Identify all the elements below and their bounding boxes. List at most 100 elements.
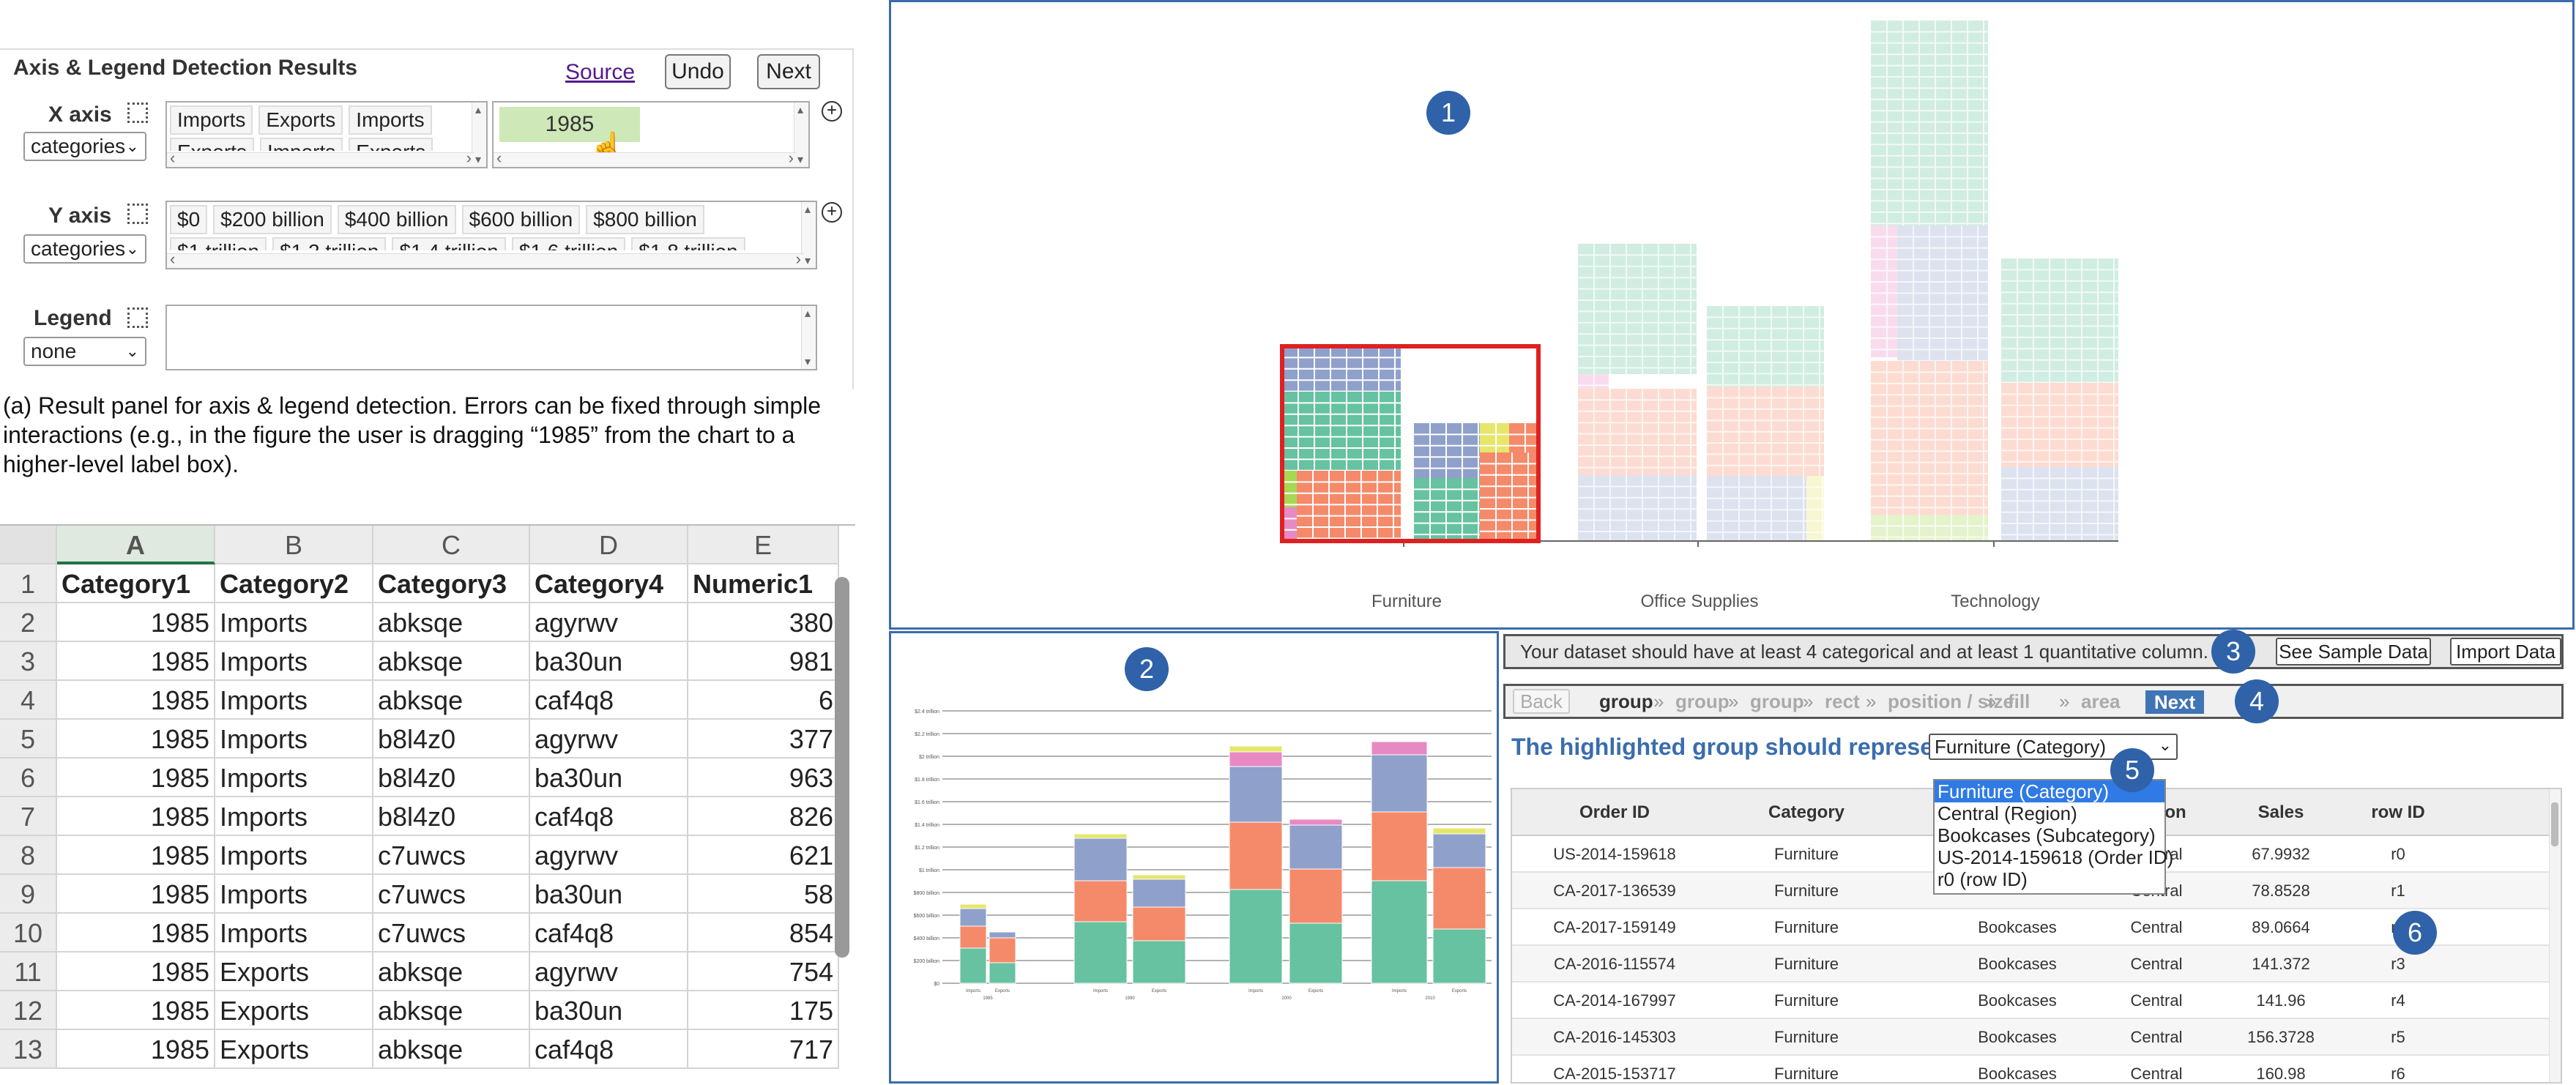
table-row[interactable]: CA-2017-159149 Furniture Bookcases Central 8… [1512,909,2552,946]
sheet-cell[interactable]: caf4q8 [530,797,688,836]
sheet-cell[interactable]: 717 [688,1030,839,1069]
sheet-cell[interactable]: Imports [215,720,373,758]
sheet-cell[interactable]: Category2 [215,564,373,603]
step-group[interactable]: group [1675,690,1730,712]
column-header-c[interactable]: C [373,526,530,564]
axis-label-chip[interactable]: Exports [258,105,343,135]
sheet-cell[interactable]: Imports [215,836,373,875]
next-button[interactable]: Next [757,54,820,89]
axis-label-chip[interactable]: Imports [349,105,432,135]
sheet-cell[interactable]: 1985 [57,603,215,642]
sheet-cell[interactable]: b8l4z0 [373,797,530,836]
sheet-cell[interactable]: c7uwcs [373,875,530,914]
table-row[interactable]: CA-2016-145303 Furniture Bookcases Central 1… [1512,1019,2552,1056]
sheet-cell[interactable]: abksqe [373,952,530,991]
scrollbar-horizontal[interactable] [494,149,797,167]
scrollbar-horizontal[interactable] [167,149,474,167]
sheet-corner[interactable] [0,526,57,564]
sheet-cell[interactable]: agyrwv [530,952,688,991]
sheet-cell[interactable]: 963 [688,758,839,797]
sheet-cell[interactable]: Category3 [373,564,530,603]
treemap-block[interactable] [1871,20,1988,225]
sheet-cell[interactable]: abksqe [373,642,530,681]
column-header[interactable]: Category [1768,802,1845,822]
column-header-d[interactable]: D [530,526,688,564]
sheet-cell[interactable]: agyrwv [530,836,688,875]
source-link[interactable]: Source [565,60,636,84]
axis-label-chip[interactable]: Exports [170,138,254,151]
sheet-cell[interactable]: b8l4z0 [373,720,530,758]
spreadsheet[interactable]: A B C D E 1 Category1 Category2 Category3 Categor… [0,524,855,1084]
sheet-cell[interactable]: caf4q8 [530,1030,688,1069]
treemap-block[interactable] [2001,258,2118,383]
treemap-block[interactable] [1806,476,1824,541]
sheet-cell[interactable]: 621 [688,836,839,875]
highlighted-group-outline[interactable] [1280,344,1541,543]
axis-label-chip[interactable]: $1.2 trillion [272,237,387,250]
sheet-cell[interactable]: Imports [215,681,373,720]
stacked-treemap-chart[interactable]: Furniture Office Supplies Technology [891,2,2572,627]
sheet-cell[interactable]: Imports [215,642,373,681]
treemap-block[interactable] [1707,476,1806,541]
axis-label-chip[interactable]: $1.8 trillion [631,237,745,250]
axis-label-chip[interactable]: Exports [349,138,433,151]
sheet-cell[interactable]: Imports [215,603,373,642]
sheet-cell[interactable]: Exports [215,1030,373,1069]
sheet-cell[interactable]: abksqe [373,1030,530,1069]
sheet-cell[interactable]: 1985 [57,952,215,991]
sheet-cell[interactable]: 6 [688,681,839,720]
step-area[interactable]: area [2081,690,2121,712]
back-button[interactable]: Back [1513,689,1570,714]
scrollbar-vertical[interactable] [472,102,486,167]
axis-label-chip[interactable]: $600 billion [461,205,581,234]
sheet-cell[interactable]: abksqe [373,603,530,642]
axis-label-chip[interactable]: $800 billion [586,205,704,234]
select-region-icon[interactable] [127,102,148,123]
table-row[interactable]: CA-2014-167997 Furniture Bookcases Central 1… [1512,983,2552,1019]
axis-label-chip[interactable]: $1.6 trillion [511,237,626,250]
sheet-cell[interactable]: ba30un [530,642,688,681]
axis-label-chip[interactable]: $1 trillion [170,237,267,250]
sheet-cell[interactable]: 1985 [57,914,215,952]
x-axis-group-box[interactable]: 1985 ☝ [492,101,810,168]
axis-label-chip[interactable]: $200 billion [213,205,332,234]
column-header[interactable]: Sales [2257,802,2304,822]
sheet-cell[interactable]: abksqe [373,991,530,1030]
scrollbar-vertical[interactable] [794,102,808,167]
sheet-cell[interactable]: Imports [215,758,373,797]
scrollbar-vertical[interactable] [835,577,849,958]
sheet-cell[interactable]: agyrwv [530,603,688,642]
axis-label-chip[interactable]: Imports [259,138,343,151]
sheet-cell[interactable]: ba30un [530,991,688,1030]
sheet-cell[interactable]: caf4q8 [530,914,688,952]
undo-button[interactable]: Undo [665,54,731,89]
axis-label-chip[interactable]: $0 [170,205,208,234]
sheet-cell[interactable]: 826 [688,797,839,836]
treemap-block[interactable] [1480,452,1538,541]
treemap-block[interactable] [1282,471,1297,507]
legend-labels-box[interactable] [165,305,817,370]
column-header-b[interactable]: B [215,526,373,564]
sheet-cell[interactable]: 175 [688,991,839,1030]
step-position-size[interactable]: position / size [1888,690,2014,712]
sheet-cell[interactable]: 377 [688,720,839,758]
x-axis-type-select[interactable]: categories ⌄ [23,132,146,161]
sheet-cell[interactable]: 1985 [57,991,215,1030]
group-mapping-options[interactable]: Furniture (Category) Central (Region) Book… [1933,779,2173,895]
sheet-cell[interactable]: 1985 [57,875,215,914]
sheet-cell[interactable]: Numeric1 [688,564,839,603]
group-option[interactable]: Central (Region) [1937,802,2077,824]
axis-label-chip[interactable]: $400 billion [337,205,456,234]
sheet-cell[interactable]: ba30un [530,758,688,797]
sheet-cell[interactable]: 1985 [57,836,215,875]
sheet-cell[interactable]: c7uwcs [373,914,530,952]
sheet-cell[interactable]: 1985 [57,681,215,720]
scrollbar-vertical[interactable] [801,202,816,268]
sheet-cell[interactable]: caf4q8 [530,681,688,720]
sheet-cell[interactable]: 1985 [57,797,215,836]
group-option[interactable]: r0 (row ID) [1937,868,2028,890]
sheet-cell[interactable]: 58 [688,875,839,914]
sheet-cell[interactable]: Category4 [530,564,688,603]
select-region-icon[interactable] [127,204,148,224]
